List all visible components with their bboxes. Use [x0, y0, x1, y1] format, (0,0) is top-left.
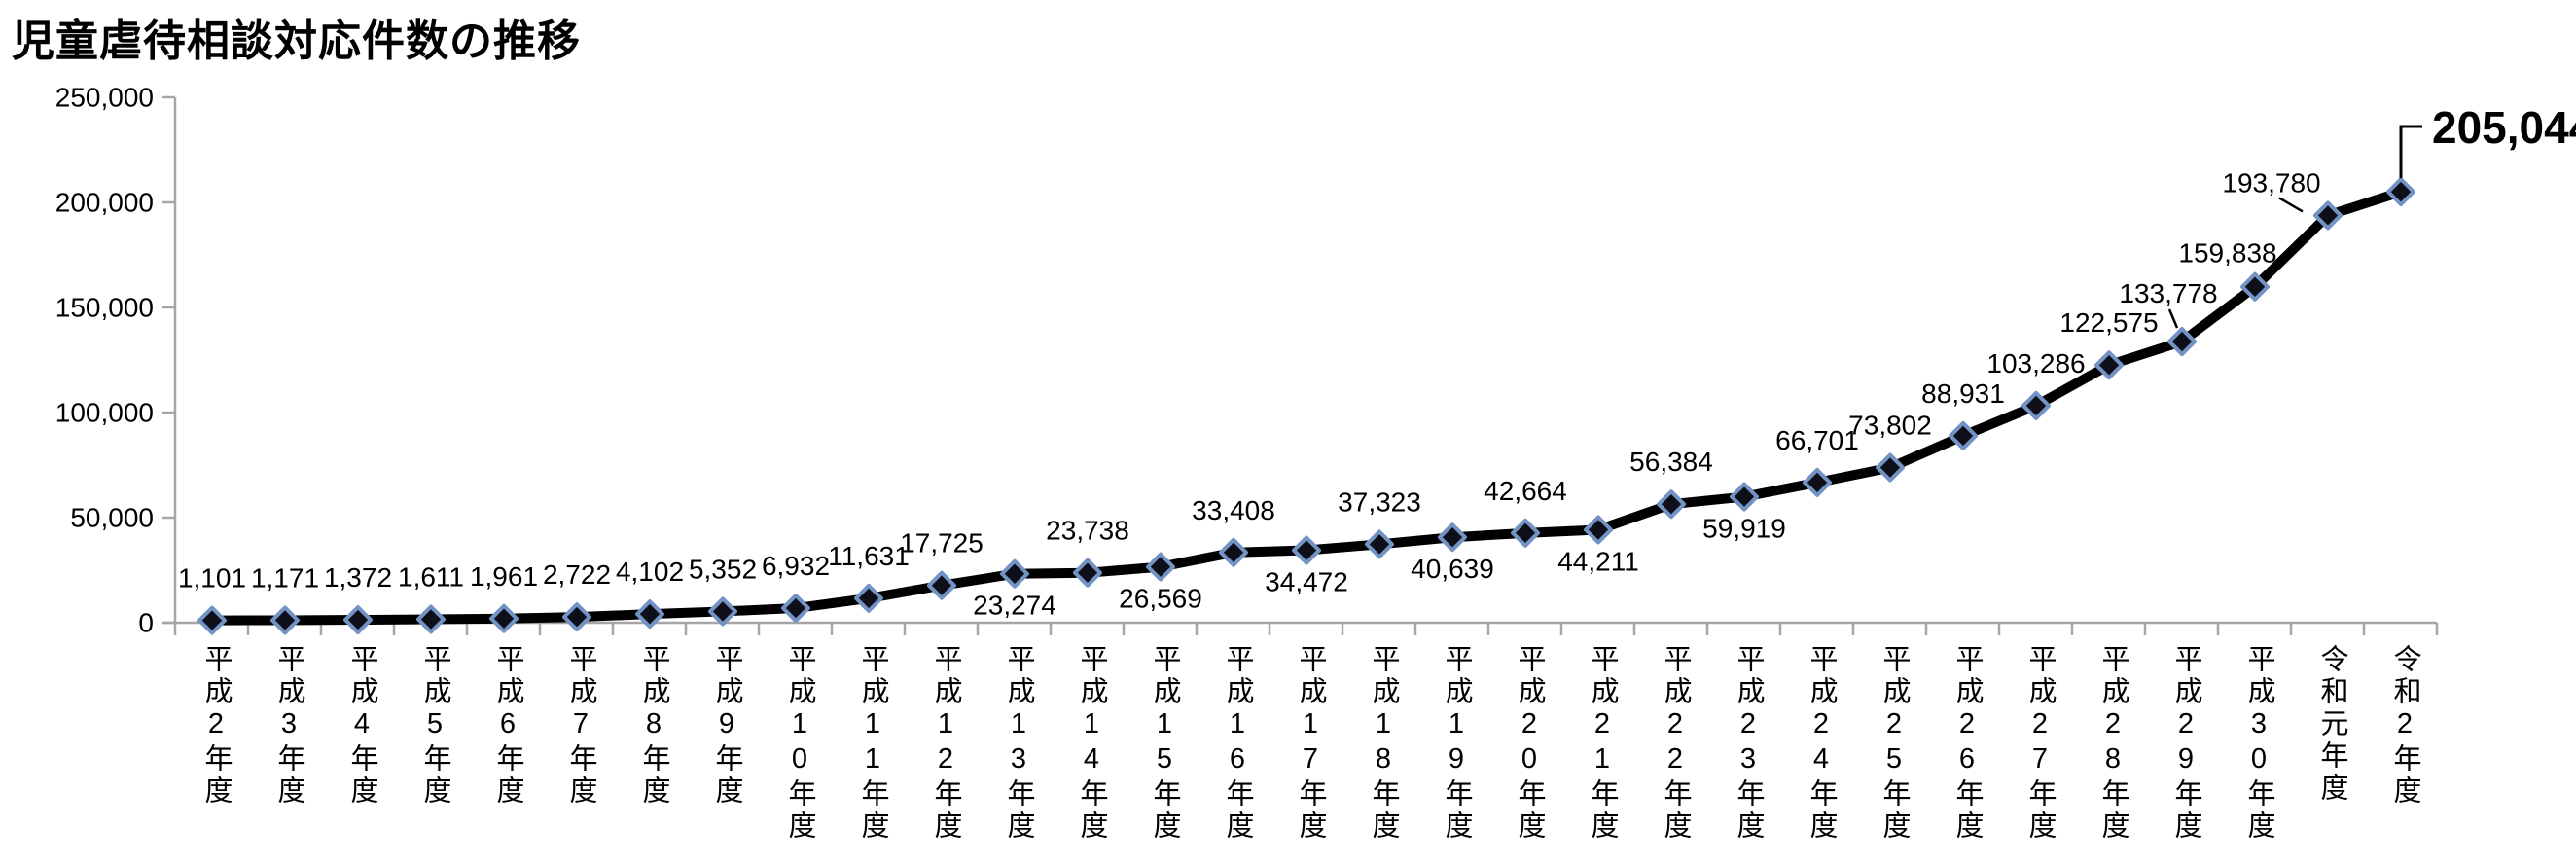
callout-leader	[2399, 125, 2422, 179]
data-point-marker	[2094, 350, 2124, 380]
data-point-label: 33,408	[1192, 495, 1275, 525]
data-point-marker	[781, 594, 810, 624]
data-point-label: 1,961	[470, 561, 538, 592]
data-point-marker	[1146, 552, 1175, 582]
y-axis-tick-label: 0	[138, 608, 154, 638]
data-point-marker	[1000, 558, 1029, 589]
y-axis-tick-label: 250,000	[55, 83, 154, 113]
data-point-label: 5,352	[689, 554, 757, 584]
data-point-label: 37,323	[1338, 486, 1421, 517]
data-point-marker	[2386, 177, 2415, 207]
data-point-label: 17,725	[900, 528, 984, 558]
data-point-marker	[708, 596, 737, 627]
leader-line	[2278, 197, 2304, 213]
data-point-label: 59,919	[1702, 514, 1786, 544]
data-point-label: 73,802	[1848, 411, 1932, 441]
data-point-label: 23,738	[1046, 516, 1129, 546]
data-point-marker	[562, 602, 591, 632]
data-point-label: 1,611	[398, 562, 464, 593]
data-point-marker	[1292, 535, 1321, 565]
data-point-marker	[1730, 482, 1759, 512]
highlight-data-label: 205,044	[2432, 102, 2576, 153]
data-point-label: 4,102	[616, 557, 684, 587]
data-point-marker	[1803, 467, 1832, 497]
data-point-marker	[635, 599, 664, 630]
data-point-label: 122,575	[2059, 307, 2158, 338]
data-point-marker	[270, 605, 300, 635]
data-point-marker	[1584, 515, 1613, 545]
data-point-marker	[1219, 537, 1248, 567]
data-point-label: 1,372	[324, 562, 392, 593]
data-point-marker	[2313, 200, 2343, 231]
data-point-label: 23,274	[973, 591, 1056, 621]
data-point-label: 44,211	[1557, 547, 1639, 577]
data-point-marker	[416, 604, 446, 634]
data-point-marker	[1876, 452, 1905, 483]
data-point-marker	[927, 570, 956, 600]
data-point-marker	[1365, 529, 1394, 559]
data-point-label: 88,931	[1921, 378, 2005, 409]
data-point-label: 34,472	[1265, 567, 1348, 597]
data-point-label: 42,664	[1484, 476, 1567, 506]
data-point-marker	[489, 603, 519, 633]
data-point-marker	[1073, 558, 1102, 588]
data-point-label: 11,631	[828, 541, 910, 571]
data-point-marker	[343, 605, 373, 635]
y-axis-tick-label: 200,000	[55, 188, 154, 218]
data-point-label: 2,722	[543, 559, 611, 590]
data-point-marker	[2240, 271, 2270, 302]
chart-title: 児童虐待相談対応件数の推移	[12, 18, 581, 65]
data-point-marker	[1438, 522, 1467, 553]
data-point-label: 1,171	[251, 562, 319, 593]
data-point-label: 159,838	[2178, 238, 2276, 269]
data-point-marker	[854, 583, 883, 613]
data-point-label: 56,384	[1629, 447, 1713, 477]
data-point-marker	[1657, 489, 1686, 520]
data-point-marker	[1949, 420, 1978, 450]
data-point-label: 193,780	[2222, 167, 2320, 198]
data-point-label: 103,286	[1986, 348, 2085, 378]
data-point-marker	[197, 605, 227, 635]
data-point-label: 6,932	[762, 551, 830, 581]
y-axis-tick-label: 50,000	[70, 503, 154, 533]
data-point-label: 66,701	[1775, 425, 1859, 455]
data-point-label: 133,778	[2119, 278, 2217, 308]
y-axis-tick-label: 150,000	[55, 293, 154, 323]
data-point-label: 26,569	[1119, 584, 1202, 614]
data-point-label: 1,101	[178, 563, 246, 594]
data-point-marker	[2167, 327, 2197, 357]
data-point-marker	[1511, 518, 1540, 548]
leader-line	[2167, 308, 2179, 329]
data-point-label: 40,639	[1411, 554, 1494, 584]
data-point-marker	[2021, 390, 2051, 420]
y-axis-tick-label: 100,000	[55, 398, 154, 428]
